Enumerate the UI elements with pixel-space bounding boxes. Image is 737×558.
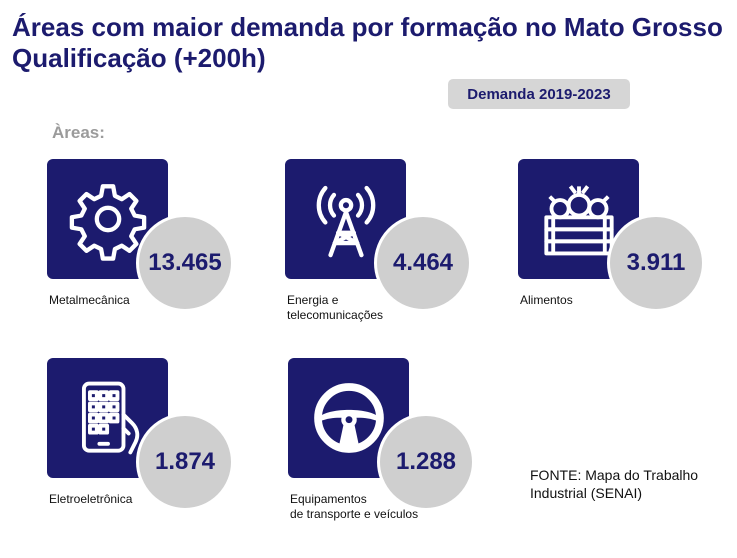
area-label: Alimentos xyxy=(520,293,573,307)
demand-value-bubble: 3.911 xyxy=(607,214,705,312)
period-badge: Demanda 2019-2023 xyxy=(448,79,630,109)
area-label: Equipamentos de transporte e veículos xyxy=(290,492,419,521)
area-label: Eletroeletrônica xyxy=(49,492,133,506)
demand-value-bubble: 1.288 xyxy=(377,413,475,511)
demand-value-bubble: 4.464 xyxy=(374,214,472,312)
chart-title-line-1: Áreas com maior demanda por formação no … xyxy=(12,12,723,42)
areas-section-label: Àreas: xyxy=(52,123,105,142)
gear-icon xyxy=(69,184,146,261)
area-label: Energia e telecomunicações xyxy=(287,293,384,322)
area-card-metalmecanica: 13.465 Metalmecânica xyxy=(47,159,257,359)
area-card-energia-telecomunicacoes: 4.464 Energia e telecomunicações xyxy=(285,159,495,359)
demand-value-bubble: 13.465 xyxy=(136,214,234,312)
smartphone-hand-icon xyxy=(81,381,139,455)
area-label: Metalmecânica xyxy=(49,293,130,307)
area-card-alimentos: 3.911 Alimentos xyxy=(518,159,728,359)
demand-value-bubble: 1.874 xyxy=(136,413,234,511)
chart-title-line-2: Qualificação (+200h) xyxy=(12,43,266,73)
area-tile xyxy=(47,159,168,279)
steering-wheel-icon xyxy=(313,383,384,453)
chart-title: Áreas com maior demanda por formação no … xyxy=(12,12,723,74)
area-card-eletroeletronica: 1.874 Eletroeletrônica xyxy=(47,358,257,558)
source-note: FONTE: Mapa do Trabalho Industrial (SENA… xyxy=(530,467,699,501)
area-card-equipamentos-transporte: 1.288 Equipamentos de transporte e veícu… xyxy=(288,358,498,558)
antenna-tower-icon xyxy=(316,185,375,258)
